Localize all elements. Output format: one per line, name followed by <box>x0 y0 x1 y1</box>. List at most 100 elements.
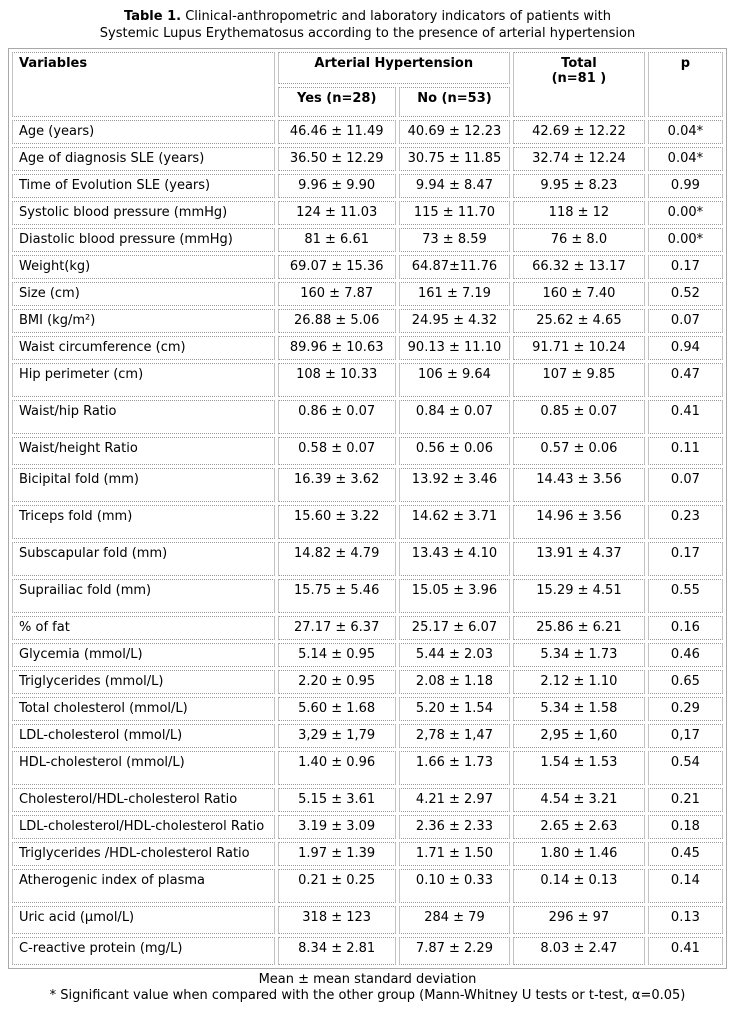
cell-yes-value: 46.46 ± 11.49 <box>277 120 396 144</box>
cell-yes-value: 0.21 ± 0.25 <box>277 869 396 903</box>
cell-no-value: 5.20 ± 1.54 <box>398 697 511 721</box>
table-title-line1: Table 1. Clinical-anthropometric and lab… <box>10 8 725 25</box>
cell-p-value: 0.11 <box>647 437 723 465</box>
cell-no-value: 13.43 ± 4.10 <box>398 542 511 576</box>
cell-variable: Atherogenic index of plasma <box>12 869 275 903</box>
cell-variable: Triglycerides /HDL-cholesterol Ratio <box>12 842 275 866</box>
cell-yes-value: 15.75 ± 5.46 <box>277 579 396 613</box>
cell-variable: C-reactive protein (mg/L) <box>12 937 275 965</box>
cell-variable: Waist/hip Ratio <box>12 400 275 434</box>
cell-yes-value: 5.14 ± 0.95 <box>277 643 396 667</box>
cell-yes-value: 27.17 ± 6.37 <box>277 616 396 640</box>
cell-no-value: 73 ± 8.59 <box>398 228 511 252</box>
cell-p-value: 0.21 <box>647 788 723 812</box>
cell-yes-value: 160 ± 7.87 <box>277 282 396 306</box>
table-row: Triceps fold (mm) 15.60 ± 3.22 14.62 ± 3… <box>12 505 723 539</box>
cell-variable: Cholesterol/HDL-cholesterol Ratio <box>12 788 275 812</box>
cell-p-value: 0.00* <box>647 228 723 252</box>
cell-no-value: 24.95 ± 4.32 <box>398 309 511 333</box>
cell-no-value: 2.08 ± 1.18 <box>398 670 511 694</box>
table-row: BMI (kg/m²) 26.88 ± 5.06 24.95 ± 4.32 25… <box>12 309 723 333</box>
cell-total-value: 4.54 ± 3.21 <box>513 788 645 812</box>
cell-variable: Age of diagnosis SLE (years) <box>12 147 275 171</box>
table-row: Systolic blood pressure (mmHg) 124 ± 11.… <box>12 201 723 225</box>
cell-yes-value: 124 ± 11.03 <box>277 201 396 225</box>
cell-variable: Triceps fold (mm) <box>12 505 275 539</box>
cell-total-value: 2.12 ± 1.10 <box>513 670 645 694</box>
cell-no-value: 284 ± 79 <box>398 906 511 934</box>
cell-p-value: 0.13 <box>647 906 723 934</box>
cell-total-value: 9.95 ± 8.23 <box>513 174 645 198</box>
cell-no-value: 106 ± 9.64 <box>398 363 511 397</box>
cell-yes-value: 89.96 ± 10.63 <box>277 336 396 360</box>
cell-p-value: 0.17 <box>647 542 723 576</box>
cell-total-value: 5.34 ± 1.58 <box>513 697 645 721</box>
cell-p-value: 0.00* <box>647 201 723 225</box>
cell-variable: Total cholesterol (mmol/L) <box>12 697 275 721</box>
cell-variable: Diastolic blood pressure (mmHg) <box>12 228 275 252</box>
cell-yes-value: 1.97 ± 1.39 <box>277 842 396 866</box>
cell-total-value: 32.74 ± 12.24 <box>513 147 645 171</box>
cell-variable: Weight(kg) <box>12 255 275 279</box>
header-total-line1: Total <box>561 56 597 71</box>
cell-no-value: 161 ± 7.19 <box>398 282 511 306</box>
cell-no-value: 7.87 ± 2.29 <box>398 937 511 965</box>
cell-total-value: 25.62 ± 4.65 <box>513 309 645 333</box>
cell-total-value: 14.43 ± 3.56 <box>513 468 645 502</box>
cell-total-value: 0.85 ± 0.07 <box>513 400 645 434</box>
cell-total-value: 15.29 ± 4.51 <box>513 579 645 613</box>
cell-yes-value: 26.88 ± 5.06 <box>277 309 396 333</box>
cell-yes-value: 9.96 ± 9.90 <box>277 174 396 198</box>
cell-p-value: 0.45 <box>647 842 723 866</box>
table-row: Total cholesterol (mmol/L) 5.60 ± 1.68 5… <box>12 697 723 721</box>
cell-p-value: 0.04* <box>647 147 723 171</box>
table-row: Subscapular fold (mm) 14.82 ± 4.79 13.43… <box>12 542 723 576</box>
table-row: C-reactive protein (mg/L) 8.34 ± 2.81 7.… <box>12 937 723 965</box>
header-p: p <box>647 52 723 117</box>
table-title-text: Clinical-anthropometric and laboratory i… <box>181 9 611 24</box>
cell-yes-value: 0.58 ± 0.07 <box>277 437 396 465</box>
cell-yes-value: 14.82 ± 4.79 <box>277 542 396 576</box>
cell-no-value: 64.87±11.76 <box>398 255 511 279</box>
cell-p-value: 0.17 <box>647 255 723 279</box>
cell-total-value: 13.91 ± 4.37 <box>513 542 645 576</box>
cell-p-value: 0.07 <box>647 309 723 333</box>
cell-total-value: 66.32 ± 13.17 <box>513 255 645 279</box>
cell-no-value: 25.17 ± 6.07 <box>398 616 511 640</box>
header-row-2: Yes (n=28) No (n=53) <box>12 87 723 117</box>
table-row: Waist/height Ratio 0.58 ± 0.07 0.56 ± 0.… <box>12 437 723 465</box>
cell-total-value: 2.65 ± 2.63 <box>513 815 645 839</box>
table-row: LDL-cholesterol/HDL-cholesterol Ratio 3.… <box>12 815 723 839</box>
cell-variable: LDL-cholesterol/HDL-cholesterol Ratio <box>12 815 275 839</box>
cell-total-value: 0.57 ± 0.06 <box>513 437 645 465</box>
cell-no-value: 15.05 ± 3.96 <box>398 579 511 613</box>
cell-total-value: 76 ± 8.0 <box>513 228 645 252</box>
table-row: Time of Evolution SLE (years) 9.96 ± 9.9… <box>12 174 723 198</box>
cell-total-value: 14.96 ± 3.56 <box>513 505 645 539</box>
table-row: Atherogenic index of plasma 0.21 ± 0.25 … <box>12 869 723 903</box>
cell-total-value: 1.54 ± 1.53 <box>513 751 645 785</box>
cell-p-value: 0.14 <box>647 869 723 903</box>
cell-variable: Glycemia (mmol/L) <box>12 643 275 667</box>
cell-total-value: 25.86 ± 6.21 <box>513 616 645 640</box>
table-number: Table 1. <box>124 9 182 24</box>
cell-p-value: 0.29 <box>647 697 723 721</box>
cell-variable: Waist circumference (cm) <box>12 336 275 360</box>
cell-no-value: 1.71 ± 1.50 <box>398 842 511 866</box>
table-row: Weight(kg) 69.07 ± 15.36 64.87±11.76 66.… <box>12 255 723 279</box>
cell-p-value: 0.52 <box>647 282 723 306</box>
cell-variable: Systolic blood pressure (mmHg) <box>12 201 275 225</box>
cell-yes-value: 3,29 ± 1,79 <box>277 724 396 748</box>
cell-p-value: 0.23 <box>647 505 723 539</box>
table-row: Suprailiac fold (mm) 15.75 ± 5.46 15.05 … <box>12 579 723 613</box>
cell-yes-value: 0.86 ± 0.07 <box>277 400 396 434</box>
header-arterial-hypertension: Arterial Hypertension <box>277 52 511 84</box>
cell-total-value: 42.69 ± 12.22 <box>513 120 645 144</box>
cell-p-value: 0.55 <box>647 579 723 613</box>
cell-variable: BMI (kg/m²) <box>12 309 275 333</box>
cell-yes-value: 81 ± 6.61 <box>277 228 396 252</box>
cell-total-value: 0.14 ± 0.13 <box>513 869 645 903</box>
cell-total-value: 91.71 ± 10.24 <box>513 336 645 360</box>
table-footnotes: Mean ± mean standard deviation * Signifi… <box>0 972 735 1004</box>
